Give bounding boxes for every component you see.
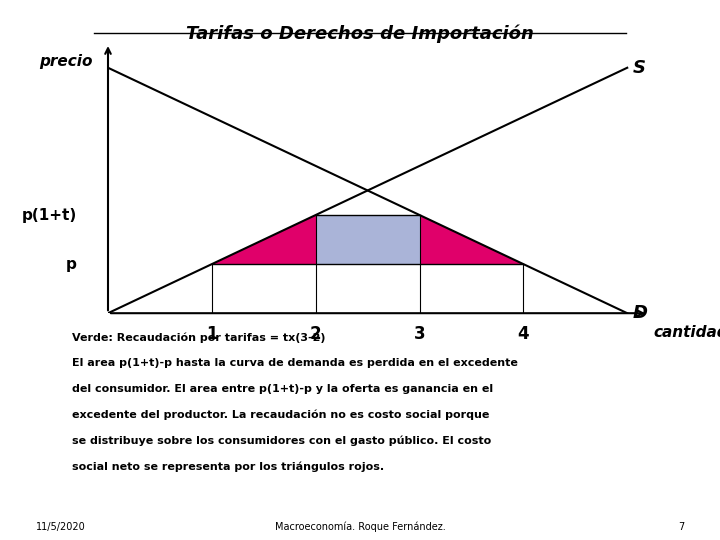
Text: p: p [66, 256, 77, 272]
Text: del consumidor. El area entre p(1+t)-p y la oferta es ganancia en el: del consumidor. El area entre p(1+t)-p y… [72, 384, 493, 394]
Polygon shape [212, 215, 315, 264]
Text: Tarifas o Derechos de Importación: Tarifas o Derechos de Importación [186, 24, 534, 43]
Text: se distribuye sobre los consumidores con el gasto público. El costo: se distribuye sobre los consumidores con… [72, 436, 491, 446]
Text: Macroeconomía. Roque Fernández.: Macroeconomía. Roque Fernández. [274, 522, 446, 532]
Text: D: D [632, 304, 647, 322]
Polygon shape [420, 215, 523, 264]
Text: excedente del productor. La recaudación no es costo social porque: excedente del productor. La recaudación … [72, 410, 490, 420]
Text: precio: precio [39, 54, 92, 69]
Text: social neto se representa por los triángulos rojos.: social neto se representa por los triáng… [72, 462, 384, 472]
Text: 3: 3 [414, 326, 426, 343]
Text: Verde: Recaudación por tarifas = tx(3-2): Verde: Recaudación por tarifas = tx(3-2) [72, 332, 325, 342]
Text: 1: 1 [206, 326, 217, 343]
Text: 11/5/2020: 11/5/2020 [36, 522, 86, 532]
Text: S: S [632, 59, 645, 77]
Text: El area p(1+t)-p hasta la curva de demanda es perdida en el excedente: El area p(1+t)-p hasta la curva de deman… [72, 358, 518, 368]
Text: p(1+t): p(1+t) [22, 207, 77, 222]
Text: cantidad: cantidad [653, 326, 720, 341]
Text: 2: 2 [310, 326, 322, 343]
Text: 7: 7 [678, 522, 684, 532]
Text: 4: 4 [518, 326, 529, 343]
Bar [315, 215, 420, 264]
